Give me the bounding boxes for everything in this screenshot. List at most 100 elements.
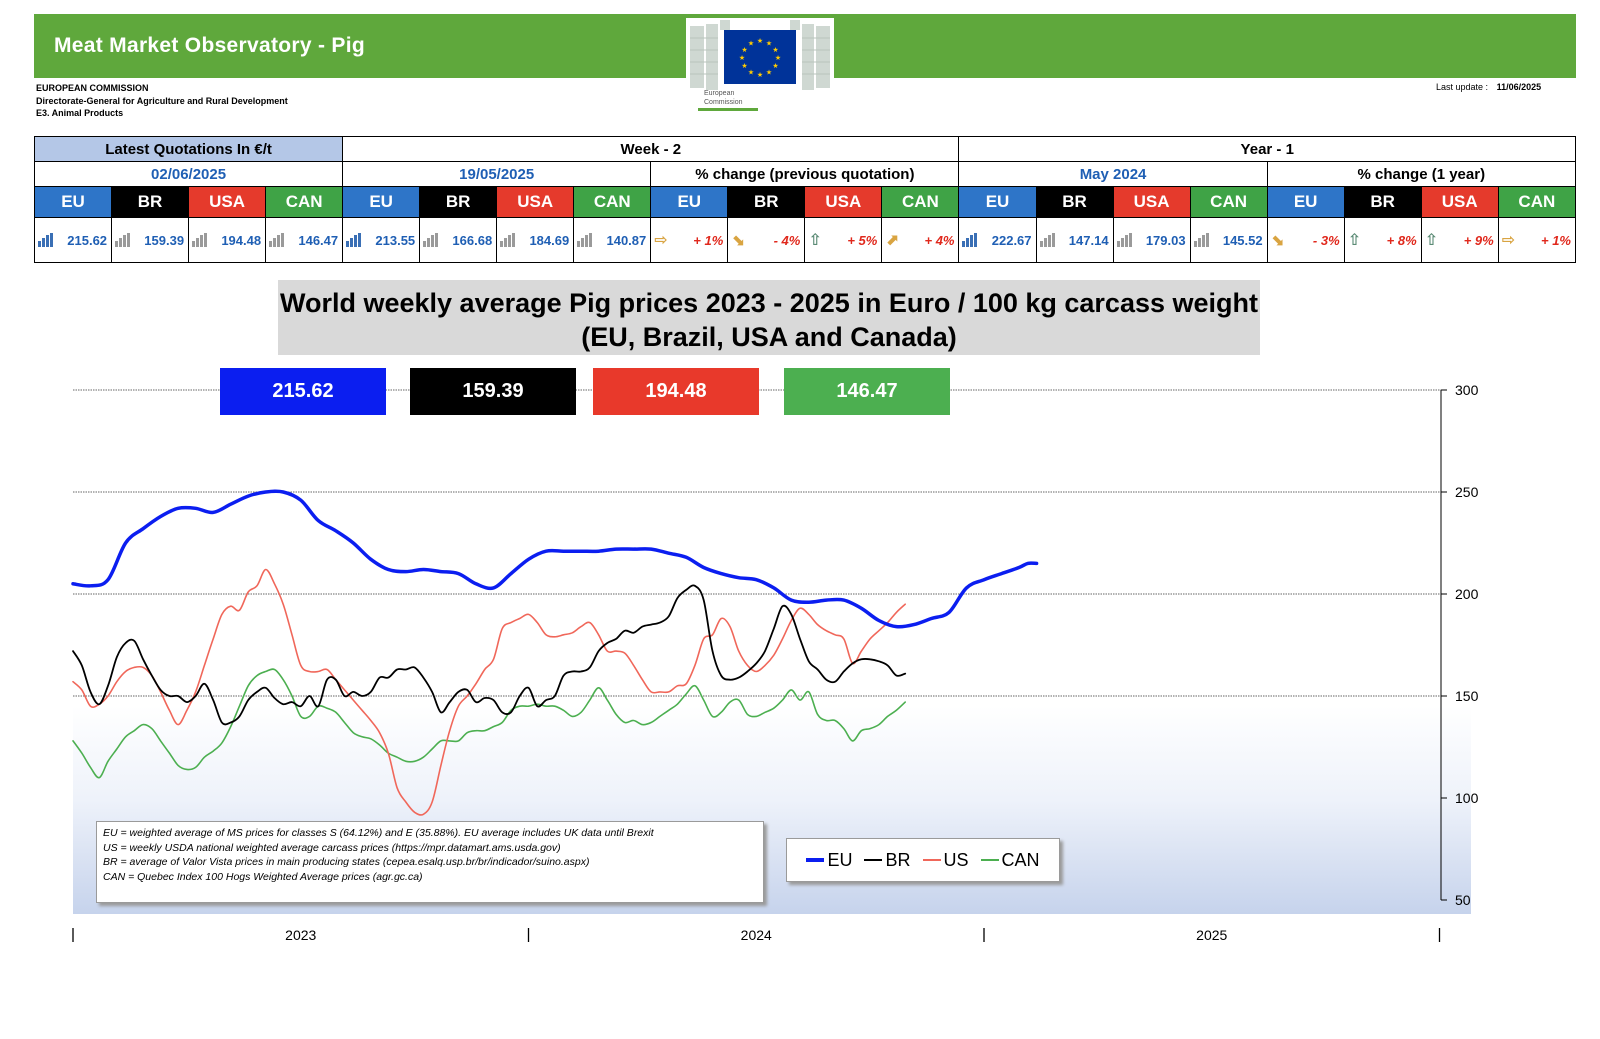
legend-label: BR — [885, 849, 911, 870]
year-label-2023: 2023 — [285, 927, 316, 943]
region-header-eu: EU — [342, 186, 421, 218]
svg-text:★: ★ — [741, 46, 747, 54]
latest-value-usa: 194.48 — [188, 217, 267, 263]
signal-bars-icon — [962, 233, 978, 247]
org-line: EUROPEAN COMMISSION — [36, 83, 149, 93]
region-header-usa: USA — [496, 186, 575, 218]
arrow-right-icon: ⇨ — [1501, 232, 1516, 249]
signal-bars-icon — [115, 233, 131, 247]
year-change-eu: ⬊ - 3% — [1266, 217, 1345, 263]
svg-text:★: ★ — [775, 54, 781, 62]
region-header-can: CAN — [881, 186, 960, 218]
legend-label: EU — [827, 849, 853, 870]
legend-item-us: US — [922, 850, 969, 871]
y-tick-label-200: 200 — [1455, 586, 1479, 602]
region-header-br: BR — [1035, 186, 1114, 218]
chart-legend: EU BR US CAN — [786, 838, 1060, 882]
region-header-can: CAN — [573, 186, 652, 218]
region-header-can: CAN — [265, 186, 344, 218]
signal-bars-icon — [577, 233, 593, 247]
region-header-can: CAN — [1497, 186, 1577, 218]
series-line-can — [72, 668, 906, 779]
last-update: Last update : 11/06/2025 — [1436, 82, 1541, 92]
european-commission-logo-icon: ★ ★★★ ★★★★ ★★★★ European Commission — [686, 18, 834, 114]
year-change-br: ⇧ + 8% — [1343, 217, 1422, 263]
arrow-down-right-icon: ⬊ — [1270, 232, 1285, 249]
week-value-eu: 213.55 — [342, 217, 421, 263]
region-header-row: EU BR USA CAN EU BR USA CAN EU BR USA CAN EU BR USA CAN… — [33, 186, 1577, 218]
year-value-eu: 222.67 — [958, 217, 1037, 263]
logo-text-line2: Commission — [704, 99, 743, 106]
arrow-up-right-icon: ⬈ — [885, 232, 899, 249]
svg-text:★: ★ — [748, 69, 754, 77]
week-value-br: 166.68 — [419, 217, 498, 263]
region-header-br: BR — [1343, 186, 1422, 218]
chart-title-box: World weekly average Pig prices 2023 - 2… — [278, 280, 1260, 355]
week-change-br: ⬊ - 4% — [727, 217, 806, 263]
org-line: Directorate-General for Agriculture and … — [36, 95, 288, 106]
region-header-eu: EU — [650, 186, 729, 218]
arrow-up-icon: ⇧ — [808, 232, 822, 249]
legend-item-eu: EU — [806, 850, 852, 871]
week-header: Week - 2 — [342, 136, 960, 162]
region-header-usa: USA — [1420, 186, 1499, 218]
y-tick-label-150: 150 — [1455, 688, 1479, 704]
latest-value-eu: 215.62 — [33, 217, 113, 263]
week-change-eu: ⇨ + 1% — [650, 217, 729, 263]
y-tick-label-250: 250 — [1455, 484, 1479, 500]
svg-text:★: ★ — [766, 69, 772, 77]
region-header-usa: USA — [188, 186, 267, 218]
year-value-br: 147.14 — [1035, 217, 1114, 263]
svg-text:★: ★ — [741, 62, 747, 70]
legend-item-br: BR — [864, 849, 911, 871]
series-layer — [71, 489, 1039, 816]
week-change-can: ⬈ + 4% — [881, 217, 960, 263]
chart-subtitle: (EU, Brazil, USA and Canada) — [581, 322, 957, 352]
week-change-usa: ⇧ + 5% — [804, 217, 883, 263]
y-tick-label-100: 100 — [1455, 790, 1479, 806]
year-value-can: 145.52 — [1189, 217, 1268, 263]
notes-box: EU = weighted average of MS prices for c… — [96, 821, 764, 903]
legend-swatch — [980, 859, 999, 861]
app-title: Meat Market Observatory - Pig — [54, 34, 365, 57]
latest-quotations-header: Latest Quotations In €/t — [33, 136, 344, 162]
week-value-can: 140.87 — [573, 217, 652, 263]
latest-value-br: 159.39 — [111, 217, 190, 263]
year-header: Year - 1 — [958, 136, 1576, 162]
arrow-right-icon: ⇨ — [654, 232, 668, 249]
series-line-br — [72, 584, 907, 726]
org-line: E3. Animal Products — [36, 108, 124, 118]
year-label-2025: 2025 — [1196, 927, 1227, 943]
value-row: 215.62 159.39 194.48 146.47 213.55 166.68 184.… — [33, 217, 1577, 263]
arrow-up-icon: ⇧ — [1347, 232, 1362, 249]
week-date: 19/05/2025 — [342, 161, 652, 187]
region-header-eu: EU — [1266, 186, 1345, 218]
note-line: BR = average of Valor Vista prices in ma… — [103, 856, 590, 868]
svg-text:★: ★ — [748, 40, 754, 48]
note-line: CAN = Quebec Index 100 Hogs Weighted Ave… — [103, 870, 423, 883]
region-header-eu: EU — [33, 186, 113, 218]
last-update-label: Last update : — [1436, 82, 1489, 92]
year-label-2024: 2024 — [741, 927, 772, 943]
signal-bars-icon — [269, 233, 285, 247]
chart-title: World weekly average Pig prices 2023 - 2… — [280, 288, 1258, 318]
region-header-eu: EU — [958, 186, 1037, 218]
legend-swatch — [922, 859, 941, 861]
year-value-usa: 179.03 — [1112, 217, 1191, 263]
note-line: EU = weighted average of MS prices for c… — [103, 827, 654, 839]
svg-text:★: ★ — [766, 40, 772, 48]
legend-item-can: CAN — [980, 850, 1040, 871]
week-value-usa: 184.69 — [496, 217, 575, 263]
grid-layer — [73, 389, 1441, 697]
region-header-br: BR — [419, 186, 498, 218]
svg-text:★: ★ — [772, 46, 778, 54]
signal-bars-icon — [1116, 233, 1132, 247]
svg-text:★: ★ — [757, 37, 763, 45]
year-change-usa: ⇧ + 9% — [1420, 217, 1499, 263]
region-header-usa: USA — [1112, 186, 1191, 218]
latest-box-usa: 194.48 — [593, 368, 759, 415]
note-line: US = weekly USDA national weighted avera… — [103, 841, 561, 854]
series-line-us — [72, 568, 906, 816]
year-date: May 2024 — [958, 161, 1268, 187]
svg-text:★: ★ — [772, 62, 778, 70]
